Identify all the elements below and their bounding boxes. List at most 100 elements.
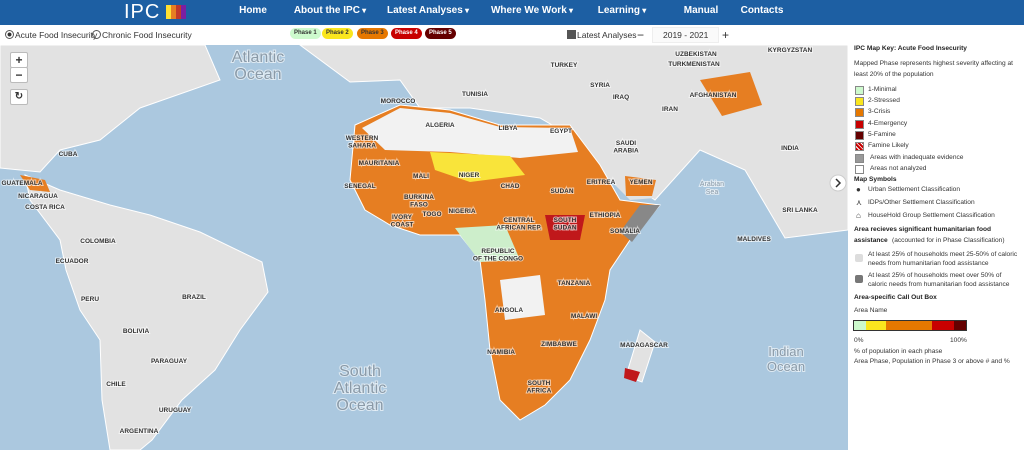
ocean-label-line: Ocean bbox=[767, 359, 805, 374]
ocean-label-line: Indian bbox=[768, 344, 803, 359]
phase-toggle[interactable]: Phase 3 bbox=[357, 28, 388, 39]
country-label-line: ETHIOPIA bbox=[590, 212, 621, 219]
country-label-line: ARABIA bbox=[613, 148, 639, 155]
nav-link[interactable]: About the IPC bbox=[294, 5, 366, 16]
legend-symbol: ⋏ bbox=[856, 198, 862, 207]
nav-link[interactable]: Manual bbox=[683, 5, 719, 16]
logo-grid bbox=[166, 5, 186, 19]
nav-link[interactable]: Contacts bbox=[740, 5, 784, 16]
country-label-line: AFRICAN REP. bbox=[496, 225, 542, 232]
country-label: MALAWI bbox=[571, 313, 598, 320]
area-inadequate bbox=[620, 205, 660, 242]
country-label-line: ARGENTINA bbox=[120, 428, 159, 435]
country-label-line: NICARAGUA bbox=[18, 193, 58, 200]
country-label: SOMALIA bbox=[610, 228, 640, 235]
country-label-line: KYRGYZSTAN bbox=[768, 47, 813, 54]
area-stressed bbox=[430, 152, 525, 182]
legend-text: Areas with inadequate evidence bbox=[870, 154, 964, 162]
radio-label[interactable]: Acute Food Insecurity bbox=[15, 30, 98, 40]
country-label-line: WESTERN bbox=[346, 135, 379, 142]
ocean-label: Atlantic Ocean bbox=[232, 49, 284, 83]
country-label: AFGHANISTAN bbox=[690, 92, 737, 99]
country-label: BURKINA FASO bbox=[404, 194, 434, 209]
country-label-line: SENEGAL bbox=[344, 183, 375, 190]
country-label-line: SAUDI bbox=[616, 140, 636, 147]
legend-text: 5-Famine bbox=[868, 130, 896, 138]
country-label: COSTA RICA bbox=[25, 204, 65, 211]
nav-link[interactable]: Where We Work bbox=[491, 5, 573, 16]
reset-view[interactable]: ↻ bbox=[10, 89, 28, 105]
country-label-line: BRAZIL bbox=[182, 294, 206, 301]
country-label-line: OF THE CONGO bbox=[473, 256, 523, 263]
legend-text: At least 25% of households meet over 50%… bbox=[868, 272, 1002, 279]
legend-title: IPC Map Key: Acute Food Insecurity bbox=[854, 45, 967, 52]
radio-label[interactable]: Chronic Food Insecurity bbox=[102, 30, 192, 40]
country-label-line: COSTA RICA bbox=[25, 204, 65, 211]
country-label-line: COLOMBIA bbox=[80, 238, 116, 245]
country-label-line: PARAGUAY bbox=[151, 358, 188, 365]
legend-text: HouseHold Group Settlement Classificatio… bbox=[868, 212, 995, 219]
legend-text: 0% bbox=[854, 337, 864, 344]
country-label: MAURITANIA bbox=[359, 160, 400, 167]
ocean-label-line: South bbox=[339, 363, 381, 380]
country-label: IRAN bbox=[662, 106, 678, 113]
area-minimal bbox=[455, 225, 520, 262]
legend-swatch bbox=[855, 130, 864, 140]
country-label-line: TUNISIA bbox=[462, 91, 488, 98]
country-label: TANZANIA bbox=[558, 280, 591, 287]
country-label: NAMIBIA bbox=[487, 349, 515, 356]
zoom-out[interactable]: − bbox=[10, 67, 28, 83]
checkbox-label[interactable]: Latest Analyses bbox=[577, 30, 637, 40]
country-label-line: COAST bbox=[391, 222, 414, 229]
country-label: BOLIVIA bbox=[123, 328, 150, 335]
country-label-line: SRI LANKA bbox=[782, 207, 818, 214]
radio[interactable] bbox=[5, 30, 14, 39]
country-label-line: CHILE bbox=[106, 381, 126, 388]
country-label: ANGOLA bbox=[495, 307, 523, 314]
phase-toggle[interactable]: Phase 2 bbox=[322, 28, 353, 39]
country-label-line: MAURITANIA bbox=[359, 160, 400, 167]
nav-link[interactable]: Home bbox=[239, 5, 267, 16]
country-label-line: UZBEKISTAN bbox=[675, 51, 717, 58]
country-label: GUATEMALA bbox=[1, 180, 42, 187]
phase-toggle[interactable]: Phase 1 bbox=[290, 28, 321, 39]
legend-heading: Area-specific Call Out Box bbox=[854, 294, 937, 301]
country-label: WESTERN SAHARA bbox=[346, 135, 379, 150]
legend-swatch bbox=[855, 86, 864, 95]
country-label: CHILE bbox=[106, 381, 126, 388]
nav-bar: IPC Home About the IPC Latest Analyses Wher… bbox=[0, 0, 1024, 25]
country-label: CENTRAL AFRICAN REP. bbox=[496, 217, 542, 232]
country-label: BRAZIL bbox=[182, 294, 206, 301]
period-plus[interactable]: + bbox=[722, 28, 730, 42]
legend-swatch bbox=[855, 165, 864, 175]
country-label: MADAGASCAR bbox=[620, 342, 668, 349]
legend-text: 2-Stressed bbox=[868, 97, 900, 105]
country-label-line: MOROCCO bbox=[381, 98, 416, 105]
country-label: TURKMENISTAN bbox=[668, 61, 720, 68]
logo[interactable]: IPC bbox=[124, 1, 161, 23]
nav-link[interactable]: Learning bbox=[598, 5, 646, 16]
ocean-label-line: Arabian bbox=[700, 181, 724, 188]
legend-text: Area Name bbox=[854, 307, 888, 314]
phase-toggle[interactable]: Phase 4 bbox=[391, 28, 422, 39]
zoom-in[interactable]: + bbox=[10, 52, 28, 68]
nav-link[interactable]: Latest Analyses bbox=[387, 5, 469, 16]
country-label-line: ZIMBABWE bbox=[541, 341, 577, 348]
period-minus[interactable]: − bbox=[637, 28, 645, 42]
checkbox[interactable] bbox=[567, 30, 576, 39]
phase-toggle[interactable]: Phase 5 bbox=[425, 28, 456, 39]
country-label-line: MADAGASCAR bbox=[620, 342, 668, 349]
country-label: PARAGUAY bbox=[151, 358, 188, 365]
country-label: SOUTH AFRICA bbox=[527, 380, 552, 395]
country-label-line: ALGERIA bbox=[425, 122, 455, 129]
land-north-america bbox=[0, 45, 221, 173]
country-label: UZBEKISTAN bbox=[675, 51, 717, 58]
country-label-line: SUDAN bbox=[550, 188, 573, 195]
next-arrow[interactable] bbox=[829, 174, 847, 192]
radio[interactable] bbox=[92, 30, 101, 39]
legend-text: Urban Settlement Classification bbox=[868, 186, 960, 193]
period-select[interactable]: 2019 - 2021 bbox=[652, 27, 720, 43]
ocean-label-line: Ocean bbox=[234, 66, 281, 83]
